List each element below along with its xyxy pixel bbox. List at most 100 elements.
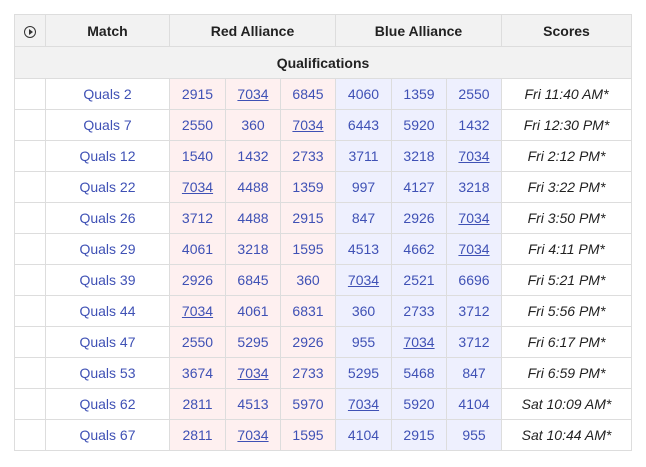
team-link[interactable]: 4662 xyxy=(403,241,435,257)
team-link[interactable]: 5295 xyxy=(347,365,380,381)
team-link[interactable]: 4488 xyxy=(237,210,269,226)
team-link[interactable]: 955 xyxy=(351,334,376,350)
team-link[interactable]: 360 xyxy=(296,272,320,288)
team-link[interactable]: 3218 xyxy=(237,241,269,257)
team-link[interactable]: 1540 xyxy=(181,148,214,164)
team-link[interactable]: 5468 xyxy=(403,365,435,381)
blue-team-cell: 955 xyxy=(335,326,392,358)
match-cell: Quals 26 xyxy=(45,202,170,234)
team-link[interactable]: 3712 xyxy=(458,303,490,319)
team-link[interactable]: 7034 xyxy=(237,427,269,443)
match-link[interactable]: Quals 29 xyxy=(79,241,136,257)
match-cell: Quals 12 xyxy=(45,140,170,172)
match-link[interactable]: Quals 26 xyxy=(79,210,136,226)
team-link[interactable]: 2926 xyxy=(292,334,324,350)
team-link[interactable]: 2733 xyxy=(292,365,324,381)
team-link[interactable]: 4061 xyxy=(237,303,269,319)
team-link[interactable]: 4104 xyxy=(347,427,380,443)
team-link[interactable]: 7034 xyxy=(181,179,214,195)
team-link[interactable]: 2733 xyxy=(403,303,435,319)
team-link[interactable]: 7034 xyxy=(458,210,490,226)
team-link[interactable]: 3711 xyxy=(348,148,379,164)
match-cell: Quals 53 xyxy=(45,357,170,389)
team-link[interactable]: 7034 xyxy=(292,117,324,133)
team-link[interactable]: 955 xyxy=(462,427,486,443)
match-link[interactable]: Quals 47 xyxy=(79,334,136,350)
match-link[interactable]: Quals 2 xyxy=(83,86,132,102)
team-link[interactable]: 7034 xyxy=(347,272,380,288)
team-link[interactable]: 7034 xyxy=(237,365,269,381)
match-link[interactable]: Quals 62 xyxy=(79,396,136,412)
team-link[interactable]: 4061 xyxy=(181,241,214,257)
team-link[interactable]: 2915 xyxy=(292,210,324,226)
team-link[interactable]: 360 xyxy=(351,303,376,319)
team-link[interactable]: 1432 xyxy=(458,117,490,133)
team-link[interactable]: 4060 xyxy=(347,86,380,102)
team-link[interactable]: 3674 xyxy=(181,365,214,381)
team-link[interactable]: 6845 xyxy=(292,86,324,102)
blue-team-cell: 3712 xyxy=(446,326,502,358)
team-link[interactable]: 997 xyxy=(351,179,376,195)
match-row: Quals 7 2550 360 7034 6443 5920 1432 Fri 12:30 … xyxy=(14,109,632,141)
team-link[interactable]: 2521 xyxy=(403,272,435,288)
team-link[interactable]: 2811 xyxy=(182,427,213,443)
team-link[interactable]: 3218 xyxy=(403,148,435,164)
team-link[interactable]: 4104 xyxy=(458,396,490,412)
match-link[interactable]: Quals 12 xyxy=(79,148,136,164)
team-link[interactable]: 4127 xyxy=(403,179,435,195)
team-link[interactable]: 4513 xyxy=(237,396,269,412)
team-link[interactable]: 7034 xyxy=(181,303,214,319)
team-link[interactable]: 847 xyxy=(462,365,486,381)
red-team-cell: 3674 xyxy=(169,357,226,389)
team-link[interactable]: 5920 xyxy=(403,117,435,133)
team-link[interactable]: 1595 xyxy=(292,427,324,443)
team-link[interactable]: 1359 xyxy=(292,179,324,195)
team-link[interactable]: 7034 xyxy=(237,86,269,102)
match-link[interactable]: Quals 44 xyxy=(79,303,136,319)
team-link[interactable]: 5295 xyxy=(237,334,269,350)
match-link[interactable]: Quals 53 xyxy=(79,365,136,381)
team-link[interactable]: 847 xyxy=(351,210,376,226)
match-row: Quals 53 3674 7034 2733 5295 5468 847 Fri 6:59 … xyxy=(14,357,632,389)
match-link[interactable]: Quals 22 xyxy=(79,179,136,195)
play-circle-icon[interactable] xyxy=(24,25,36,38)
match-link[interactable]: Quals 7 xyxy=(83,117,132,133)
team-link[interactable]: 5920 xyxy=(403,396,435,412)
video-column-header[interactable] xyxy=(14,14,46,47)
team-link[interactable]: 3218 xyxy=(458,179,490,195)
team-link[interactable]: 2926 xyxy=(403,210,435,226)
blue-team-cell: 4060 xyxy=(335,78,392,110)
team-link[interactable]: 4488 xyxy=(237,179,269,195)
team-link[interactable]: 6845 xyxy=(237,272,269,288)
team-link[interactable]: 7034 xyxy=(403,334,435,350)
team-link[interactable]: 1432 xyxy=(237,148,269,164)
team-link[interactable]: 2915 xyxy=(181,86,214,102)
team-link[interactable]: 3712 xyxy=(181,210,214,226)
team-link[interactable]: 2926 xyxy=(181,272,214,288)
team-link[interactable]: 2733 xyxy=(292,148,324,164)
team-link[interactable]: 6831 xyxy=(292,303,324,319)
team-link[interactable]: 7034 xyxy=(458,148,490,164)
team-link[interactable]: 7034 xyxy=(458,241,490,257)
blue-team-cell: 1432 xyxy=(446,109,502,141)
team-link[interactable]: 2915 xyxy=(403,427,435,443)
team-link[interactable]: 2811 xyxy=(182,396,213,412)
team-link[interactable]: 4513 xyxy=(347,241,380,257)
team-link[interactable]: 5970 xyxy=(292,396,324,412)
team-link[interactable]: 6443 xyxy=(347,117,380,133)
blue-team-cell: 847 xyxy=(446,357,502,389)
team-link[interactable]: 3712 xyxy=(458,334,490,350)
match-link[interactable]: Quals 67 xyxy=(79,427,136,443)
score-cell: Fri 4:11 PM* xyxy=(501,233,632,265)
scores-column-header: Scores xyxy=(501,14,632,47)
section-label: Qualifications xyxy=(14,46,632,79)
team-link[interactable]: 2550 xyxy=(458,86,490,102)
match-link[interactable]: Quals 39 xyxy=(79,272,136,288)
team-link[interactable]: 1595 xyxy=(292,241,324,257)
team-link[interactable]: 2550 xyxy=(181,334,214,350)
team-link[interactable]: 360 xyxy=(241,117,265,133)
team-link[interactable]: 2550 xyxy=(181,117,214,133)
team-link[interactable]: 6696 xyxy=(458,272,490,288)
team-link[interactable]: 7034 xyxy=(347,396,380,412)
team-link[interactable]: 1359 xyxy=(403,86,435,102)
